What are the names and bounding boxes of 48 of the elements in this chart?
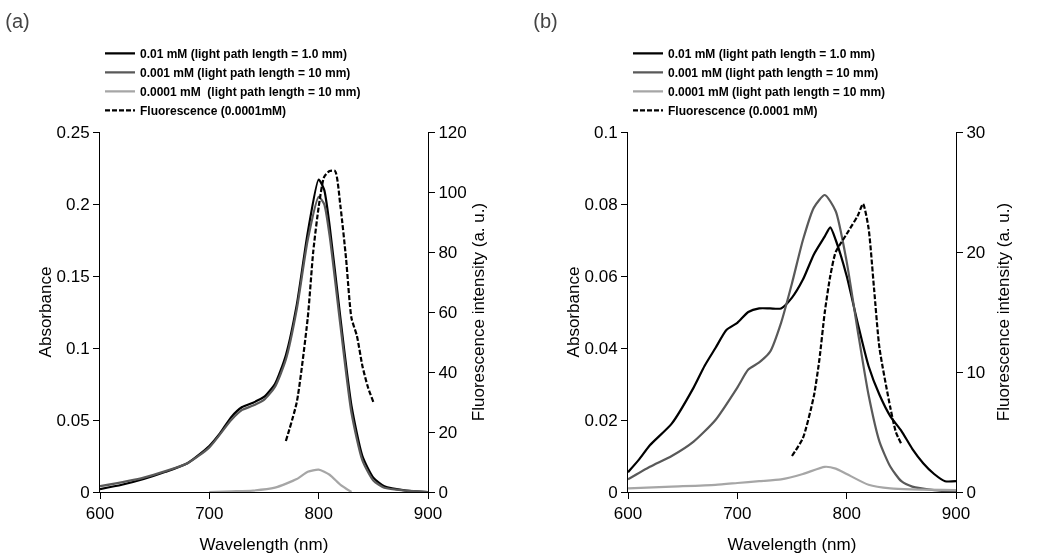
- x-tick-label: 600: [85, 504, 115, 524]
- y2-tick-label: 20: [966, 242, 986, 262]
- legend-label: 0.01 mM (light path length = 1.0 mm): [140, 46, 348, 61]
- legend-label: Fluorescence (0.0001mM): [140, 103, 287, 118]
- legend-label: 0.0001 mM (light path length = 10 mm): [668, 84, 886, 99]
- chart-title: (a): [5, 9, 30, 32]
- x-tick-label: 900: [413, 504, 443, 524]
- x-tick-label: 600: [613, 504, 643, 524]
- y2-tick-label: 120: [438, 122, 467, 142]
- legend-label: 0.001 mM (light path length = 10 mm): [668, 65, 879, 80]
- y2-tick-label: 100: [438, 182, 467, 202]
- x-tick-label: 700: [723, 504, 752, 524]
- y2-tick-label: 30: [966, 122, 986, 142]
- chart-title: (b): [533, 9, 558, 32]
- y-tick-label: 0.02: [584, 410, 618, 430]
- y-tick-label: 0: [80, 482, 90, 502]
- legend-label: 0.01 mM (light path length = 1.0 mm): [668, 46, 876, 61]
- x-tick-label: 800: [832, 504, 861, 524]
- y-tick-label: 0: [608, 482, 618, 502]
- y2-axis-title: Fluorescence intensity (a. u.): [993, 202, 1013, 422]
- y-tick-label: 0.06: [584, 266, 618, 286]
- y2-tick-label: 0: [438, 482, 448, 502]
- y-axis-title: Absorbance: [563, 266, 583, 358]
- y-tick-label: 0.1: [593, 122, 618, 142]
- y2-tick-label: 10: [966, 362, 986, 382]
- y2-tick-label: 80: [438, 242, 458, 262]
- y-tick-label: 0.04: [584, 338, 618, 358]
- y2-axis-title: Fluorescence intensity (a. u.): [468, 202, 488, 422]
- legend-label: Fluorescence (0.0001 mM): [668, 103, 818, 118]
- x-tick-label: 900: [941, 504, 971, 524]
- x-tick-label: 800: [304, 504, 333, 524]
- y2-tick-label: 60: [438, 302, 458, 322]
- y-tick-label: 0.25: [56, 122, 90, 142]
- y-axis-title: Absorbance: [35, 266, 55, 358]
- y-tick-label: 0.08: [584, 194, 618, 214]
- y2-tick-label: 20: [438, 422, 458, 442]
- x-tick-label: 700: [195, 504, 224, 524]
- y2-tick-label: 0: [966, 482, 976, 502]
- y-tick-label: 0.1: [65, 338, 90, 358]
- y-tick-label: 0.15: [56, 266, 90, 286]
- y2-tick-label: 40: [438, 362, 458, 382]
- line-series: [208, 468, 353, 492]
- y-tick-label: 0.05: [56, 410, 90, 430]
- x-axis-title: Wavelength (nm): [199, 535, 329, 554]
- x-axis-title: Wavelength (nm): [727, 535, 857, 554]
- legend-label: 0.0001 mM (light path length = 10 mm): [140, 84, 361, 99]
- legend-label: 0.001 mM (light path length = 10 mm): [140, 65, 351, 80]
- y-tick-label: 0.2: [65, 194, 90, 214]
